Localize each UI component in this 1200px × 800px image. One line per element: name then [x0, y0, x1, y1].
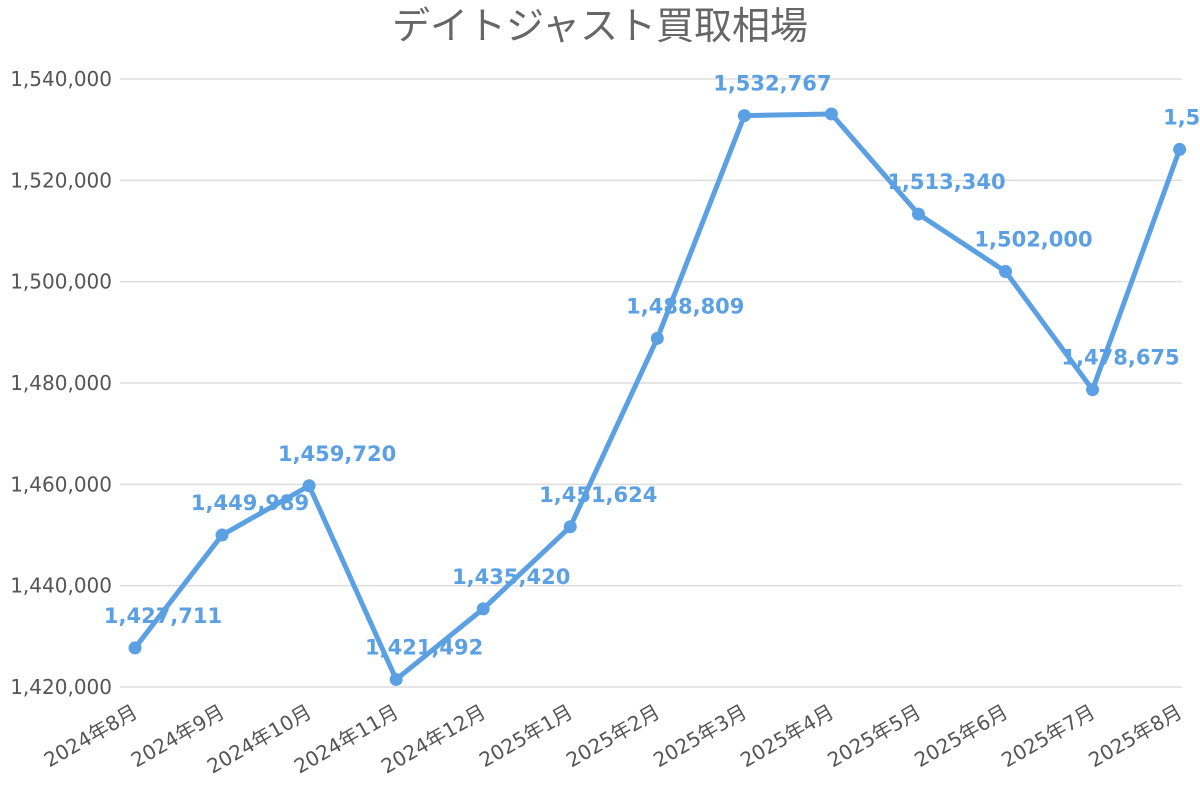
data-label: 1,488,809: [626, 294, 744, 318]
data-point: [302, 479, 316, 493]
data-label: 1,451,624: [539, 483, 657, 507]
series-group: [128, 107, 1187, 686]
y-tick-label: 1,480,000: [10, 371, 112, 395]
data-point: [476, 602, 490, 616]
data-point: [1086, 383, 1100, 397]
data-point: [128, 641, 142, 655]
data-point: [999, 265, 1012, 279]
x-tick-label: 2024年8月: [40, 700, 142, 773]
data-label: 1,513,340: [887, 170, 1005, 194]
data-point: [1173, 142, 1187, 156]
data-label: 1,478,675: [1061, 346, 1179, 370]
y-tick-label: 1,540,000: [10, 67, 112, 91]
series-line: [132, 111, 1183, 682]
gridlines: [120, 78, 1182, 688]
data-label: 1,421,492: [365, 635, 483, 659]
data-point: [824, 107, 838, 121]
data-label: 1,427,711: [104, 604, 222, 628]
chart-title: デイトジャスト買取相場: [391, 4, 809, 48]
data-label: 1,449,989: [191, 491, 309, 515]
data-point: [215, 528, 229, 542]
x-tick-label: 2025年5月: [823, 700, 925, 773]
data-point: [737, 109, 751, 123]
x-tick-label: 2025年1月: [475, 700, 577, 773]
y-axis-ticks: 1,420,000 1,440,000 1,460,000 1,480,000 1,50…: [10, 67, 112, 699]
data-point: [389, 672, 403, 686]
x-tick-label: 2025年3月: [649, 700, 751, 773]
x-tick-label: 2025年8月: [1084, 700, 1186, 773]
data-label: 1,532,767: [713, 72, 831, 96]
data-label: 1,435,420: [452, 565, 570, 589]
y-tick-label: 1,440,000: [10, 574, 112, 598]
data-label: 1,502,000: [974, 228, 1092, 252]
data-point: [911, 207, 925, 221]
x-tick-label: 2025年2月: [562, 700, 664, 773]
data-labels: 1,427,711 1,449,989 1,459,720 1,421,492 1,43…: [104, 72, 1200, 660]
x-tick-label: 2025年4月: [736, 700, 838, 773]
data-label: 1,526,1: [1163, 105, 1200, 129]
data-point: [650, 331, 664, 345]
x-tick-label: 2025年6月: [910, 700, 1012, 773]
y-tick-label: 1,460,000: [10, 472, 112, 496]
y-tick-label: 1,520,000: [10, 168, 112, 192]
y-tick-label: 1,420,000: [10, 675, 112, 699]
data-label: 1,459,720: [278, 442, 396, 466]
x-tick-label: 2025年7月: [997, 700, 1099, 773]
y-tick-label: 1,500,000: [10, 270, 112, 294]
data-point: [563, 520, 577, 534]
x-axis-ticks: 2024年8月2024年9月2024年10月2024年11月2024年12月20…: [40, 700, 1186, 779]
